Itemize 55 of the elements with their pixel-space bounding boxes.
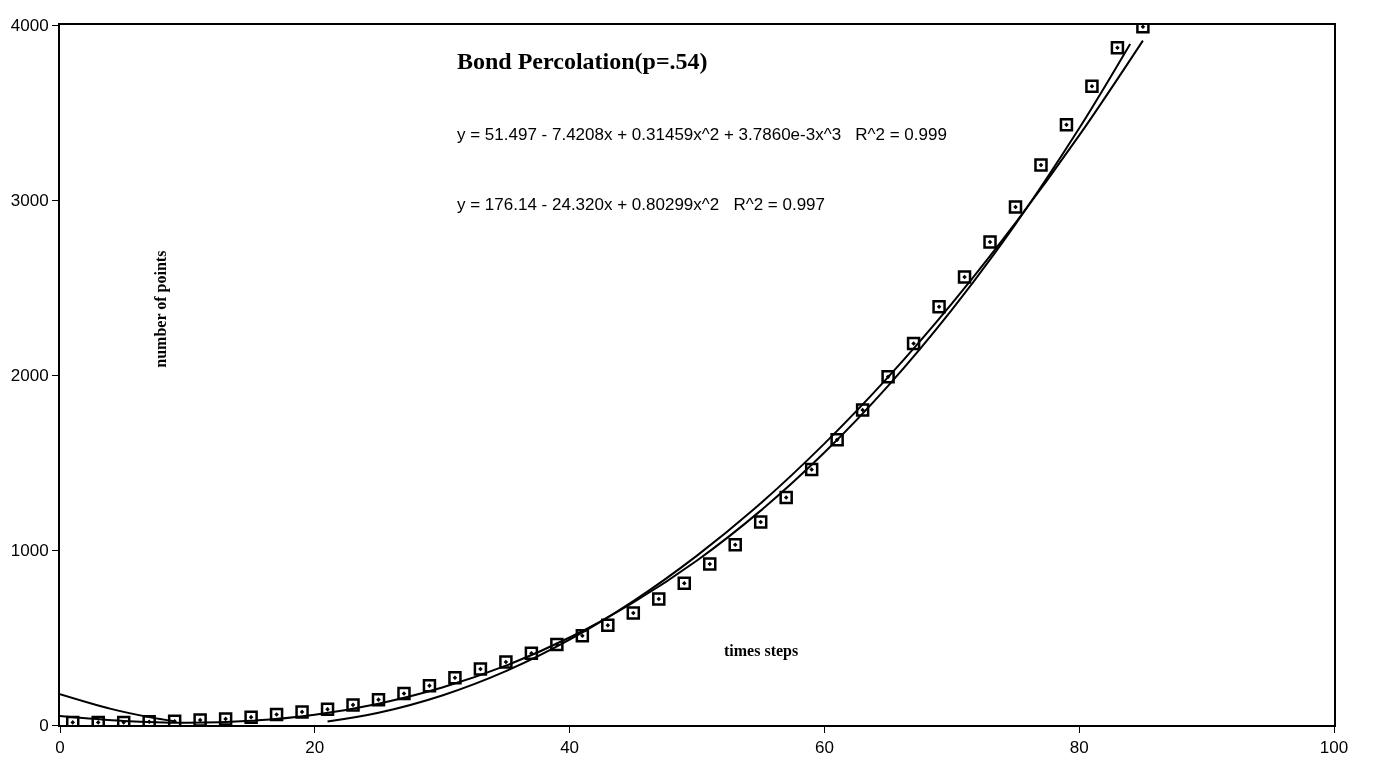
- y-tick-label: 3000: [10, 190, 49, 210]
- point: [218, 712, 233, 725]
- point: [320, 702, 335, 716]
- point: [193, 713, 207, 725]
- text: Bond Percolation(p=.54): [457, 48, 708, 74]
- point: [448, 671, 462, 685]
- point: [422, 678, 437, 693]
- point: [830, 433, 844, 447]
- point: [499, 655, 513, 669]
- point: [855, 403, 870, 417]
- point: [779, 490, 793, 505]
- point: [601, 618, 615, 632]
- x-tick-label: 100: [1319, 738, 1349, 758]
- point: [702, 557, 717, 571]
- point: [575, 629, 590, 643]
- x-axis-title: times steps: [724, 642, 799, 660]
- point: [524, 646, 539, 660]
- point: [244, 710, 258, 724]
- point: [371, 692, 386, 707]
- y-axis-title: number of points: [151, 250, 170, 368]
- x-tick-label: 20: [305, 738, 325, 758]
- y-tick-label: 2000: [10, 365, 49, 385]
- point: [550, 637, 564, 652]
- x-tick-label: 40: [560, 738, 580, 758]
- point: [728, 538, 742, 552]
- point: [983, 235, 997, 249]
- annotation: y = 176.14 - 24.320x + 0.80299x^2 R^2 = 0.997: [457, 195, 826, 214]
- point: [269, 707, 284, 722]
- point: [167, 714, 182, 725]
- x-tick-label: 60: [814, 738, 834, 758]
- point: [142, 715, 156, 725]
- x-tick-label: 80: [1069, 738, 1089, 758]
- point: [677, 576, 692, 590]
- point: [1034, 158, 1048, 172]
- point: [295, 705, 309, 719]
- point: [1085, 79, 1099, 93]
- y-tick-label: 0: [39, 715, 49, 735]
- point: [753, 515, 768, 529]
- point: [932, 300, 946, 314]
- point: [346, 698, 360, 712]
- x-tick-label: 0: [55, 738, 65, 758]
- y-tick-label: 1000: [10, 540, 49, 560]
- point: [804, 462, 819, 477]
- annotation: y = 51.497 - 7.4208x + 0.31459x^2 + 3.7860e-3x^3 R^2 = 0.999: [457, 125, 947, 144]
- point: [652, 592, 666, 606]
- point: [1008, 200, 1023, 214]
- y-tick-label: 4000: [10, 15, 49, 35]
- point: [626, 606, 641, 620]
- point: [906, 336, 921, 351]
- point: [473, 662, 488, 676]
- point: [1059, 118, 1074, 132]
- point: [397, 686, 411, 701]
- point: [1110, 41, 1125, 55]
- point: [957, 270, 972, 284]
- point: [881, 370, 895, 384]
